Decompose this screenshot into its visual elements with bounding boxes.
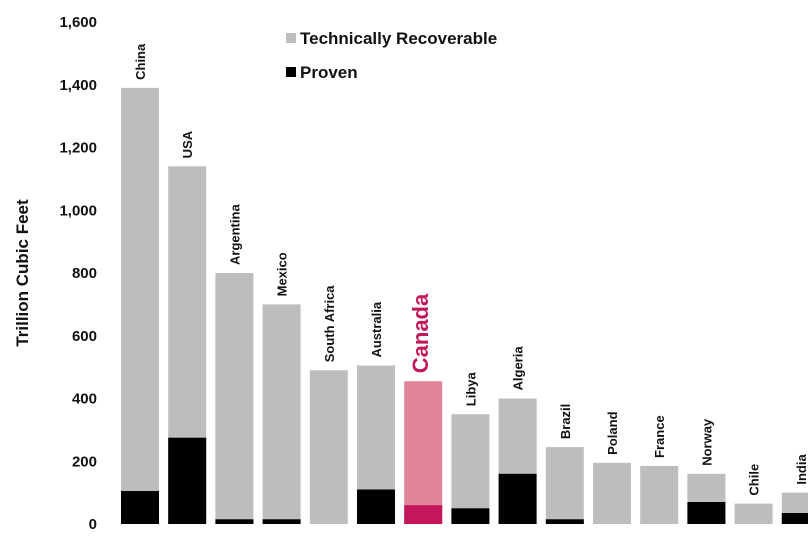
bar-proven: [121, 491, 159, 524]
y-tick-label: 1,400: [59, 77, 97, 94]
bar-technically-recoverable: [121, 87, 159, 524]
category-label: France: [652, 415, 667, 458]
category-labels: China USA Argentina Mexico South Africa Austr…: [133, 43, 808, 496]
bar-proven: [498, 473, 537, 524]
category-label: Norway: [699, 418, 714, 466]
bar-technically-recoverable: [404, 381, 443, 524]
bar-proven: [168, 437, 207, 524]
y-axis: 0 200 400 600 800 1,000 1,200 1,400 1,600: [59, 14, 97, 533]
bar-proven: [404, 505, 443, 524]
bar-technically-recoverable: [215, 273, 254, 524]
y-tick-label: 200: [72, 453, 97, 470]
category-label: Chile: [747, 464, 762, 496]
bar-proven: [451, 508, 490, 524]
y-tick-label: 0: [89, 516, 97, 533]
category-label: Australia: [369, 301, 384, 357]
bar-proven: [262, 519, 301, 524]
y-tick-label: 1,600: [59, 14, 97, 31]
bar-technically-recoverable: [262, 304, 301, 524]
y-tick-label: 600: [72, 328, 97, 345]
category-label: China: [133, 43, 148, 80]
category-label: South Africa: [322, 285, 337, 363]
legend-label: Technically Recoverable: [300, 29, 497, 48]
legend-label: Proven: [300, 63, 358, 82]
category-label: Argentina: [227, 204, 242, 265]
bar-technically-recoverable: [640, 465, 679, 524]
y-tick-label: 800: [72, 265, 97, 282]
y-tick-label: 400: [72, 391, 97, 408]
category-label: Algeria: [511, 346, 526, 391]
category-label: Mexico: [275, 252, 290, 296]
y-axis-label: Trillion Cubic Feet: [13, 199, 32, 347]
category-label: USA: [180, 130, 195, 158]
bar-technically-recoverable: [593, 462, 631, 524]
legend: Technically Recoverable Proven: [286, 29, 497, 82]
bar-proven: [215, 519, 254, 524]
bars-group: [121, 87, 808, 524]
y-tick-label: 1,200: [59, 140, 97, 157]
bar-technically-recoverable: [545, 447, 584, 524]
category-label: Poland: [605, 411, 620, 454]
category-label: Canada: [408, 293, 433, 373]
category-label: Libya: [463, 371, 478, 406]
bar-technically-recoverable: [734, 503, 773, 524]
bar-technically-recoverable: [309, 370, 348, 524]
category-label: India: [794, 454, 808, 485]
y-tick-label: 1,000: [59, 202, 97, 219]
category-label: Brazil: [558, 404, 573, 439]
bar-proven: [781, 513, 808, 524]
legend-swatch: [286, 67, 296, 77]
legend-swatch: [286, 33, 296, 43]
bar-proven: [687, 502, 726, 524]
bar-proven: [357, 489, 395, 524]
bar-proven: [545, 519, 584, 524]
bar-technically-recoverable: [451, 414, 490, 524]
